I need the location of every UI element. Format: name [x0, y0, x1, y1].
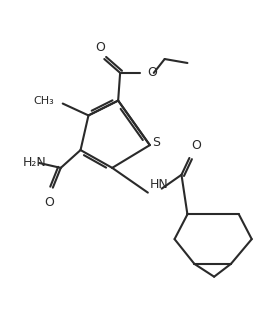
Text: HN: HN — [150, 178, 169, 191]
Text: O: O — [95, 41, 105, 54]
Text: CH₃: CH₃ — [33, 95, 54, 105]
Text: S: S — [152, 136, 160, 149]
Text: O: O — [147, 66, 157, 79]
Text: H₂N: H₂N — [23, 156, 47, 169]
Text: O: O — [44, 196, 54, 209]
Text: O: O — [191, 139, 201, 152]
